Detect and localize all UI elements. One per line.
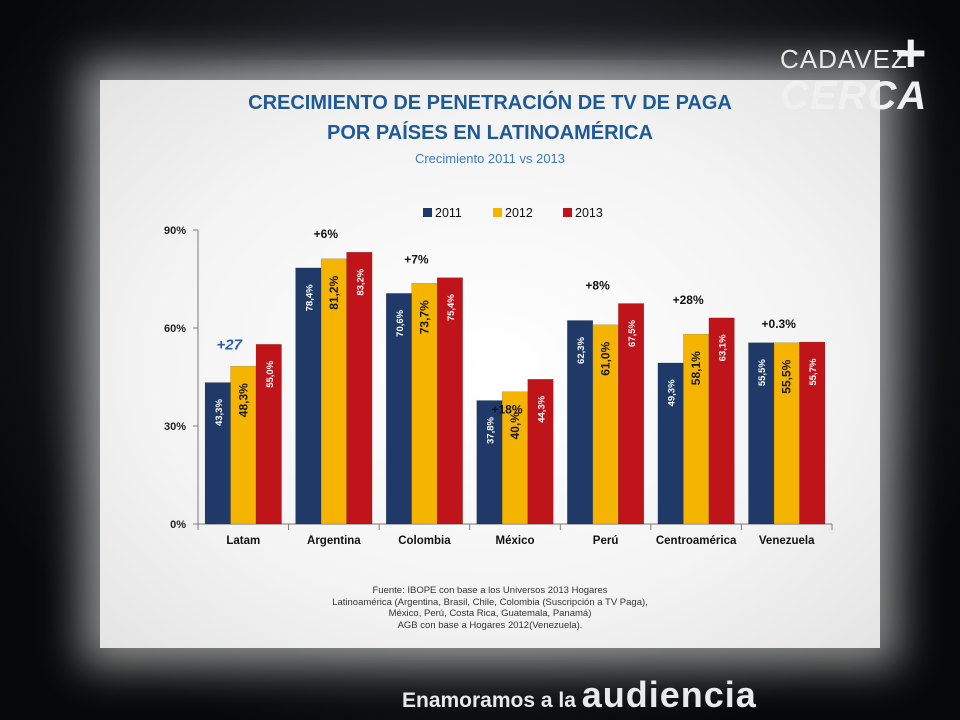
bar-value-label: 75,4% — [446, 294, 457, 321]
bar-value-label: 55,0% — [265, 360, 276, 387]
bar-value-label: 48,3% — [236, 383, 250, 417]
brand-logo-bottom: CERCA — [780, 74, 928, 118]
source-line: Latinoamérica (Argentina, Brasil, Chile,… — [332, 596, 648, 608]
bar-value-label: 55,7% — [808, 358, 819, 385]
bar-2012 — [502, 391, 528, 525]
bar-2011 — [748, 342, 775, 525]
y-tick-label: 30% — [164, 421, 186, 433]
x-tick-label: México — [496, 535, 535, 547]
bar-2012 — [230, 365, 257, 525]
y-tick-label: 90% — [164, 225, 186, 237]
bar-value-label: 70,6% — [395, 309, 406, 336]
x-tick-label: Venezuela — [759, 535, 815, 547]
bar-value-label: 78,4% — [304, 284, 315, 311]
legend-swatch-2013 — [563, 208, 572, 217]
growth-label: +27 — [217, 336, 243, 353]
bar-2011 — [385, 293, 412, 525]
source-line: México, Perú, Costa Rica, Guatemala, Pan… — [388, 608, 592, 619]
x-tick-label: Centroamérica — [656, 535, 737, 547]
bar-2011 — [567, 320, 594, 525]
bar-2013 — [799, 341, 826, 525]
growth-label: +0.3% — [762, 317, 797, 331]
growth-label: +8% — [585, 279, 610, 293]
bar-value-label: 55,5% — [757, 359, 768, 386]
x-tick-label: Argentina — [307, 535, 361, 547]
bar-2012 — [320, 258, 347, 525]
growth-label: +6% — [314, 227, 339, 241]
bar-2012 — [411, 282, 438, 525]
chart-subtitle: Crecimiento 2011 vs 2013 — [414, 151, 566, 166]
bar-2013 — [618, 303, 645, 525]
growth-label: +7% — [404, 253, 429, 267]
tagline-part2: audiencia — [581, 674, 757, 715]
tagline: Enamoramos a la audiencia — [402, 674, 757, 716]
bar-value-label: 55,5% — [780, 359, 794, 393]
source-line: Fuente: IBOPE con base a los Universos 2… — [372, 585, 608, 596]
bar-value-label: 49,3% — [667, 379, 678, 406]
legend-label: 2012 — [505, 206, 533, 220]
bar-value-label: 73,7% — [417, 300, 431, 334]
bar-value-label: 61,0% — [599, 341, 613, 375]
bar-value-label: 37,8% — [486, 416, 497, 443]
bar-2012 — [683, 333, 710, 525]
brand-logo: CADAVEZ + CERCA — [780, 23, 940, 120]
source-note: Fuente: IBOPE con base a los Universos 2… — [200, 585, 780, 631]
chart-title-line-2: POR PAÍSES EN LATINOAMÉRICA — [327, 122, 653, 144]
bar-2013 — [527, 379, 554, 525]
legend-label: 2013 — [575, 206, 603, 220]
y-tick-label: 60% — [164, 323, 186, 335]
chart-title-line-1: CRECIMIENTO DE PENETRACIÓN DE TV DE PAGA — [248, 92, 732, 114]
bar-2013 — [255, 344, 282, 525]
legend-swatch-2011 — [423, 208, 432, 217]
bar-value-label: 58,1% — [689, 351, 703, 385]
bar-2011 — [476, 400, 503, 525]
tagline-part1: Enamoramos a la — [402, 689, 582, 712]
x-tick-label: Perú — [593, 535, 619, 547]
bar-2012 — [592, 324, 619, 525]
bar-2013 — [708, 317, 735, 525]
x-tick-label: Colombia — [398, 535, 451, 547]
growth-label: +18% — [491, 402, 522, 416]
legend-swatch-2012 — [493, 208, 502, 217]
y-tick-label: 0% — [170, 519, 186, 531]
bar-value-label: 62,3% — [576, 336, 587, 363]
bar-value-label: 40,% — [508, 412, 522, 440]
bar-value-label: 43,3% — [214, 399, 225, 426]
x-tick-label: Latam — [226, 535, 260, 547]
brand-logo-plus: + — [895, 23, 927, 83]
growth-label: +28% — [673, 293, 704, 307]
bar-value-label: 67,5% — [627, 319, 638, 346]
bar-2013 — [346, 251, 373, 525]
brand-logo-top: CADAVEZ — [780, 44, 908, 74]
bar-value-label: 81,2% — [327, 275, 341, 309]
legend-label: 2011 — [435, 206, 462, 220]
bar-value-label: 44,3% — [537, 395, 548, 422]
bar-2011 — [295, 267, 322, 525]
source-line: AGB con base a Hogares 2012(Venezuela). — [397, 619, 583, 631]
bar-value-label: 83,2% — [355, 268, 366, 295]
bar-value-label: 63,1% — [718, 334, 729, 361]
bar-2013 — [436, 277, 463, 525]
